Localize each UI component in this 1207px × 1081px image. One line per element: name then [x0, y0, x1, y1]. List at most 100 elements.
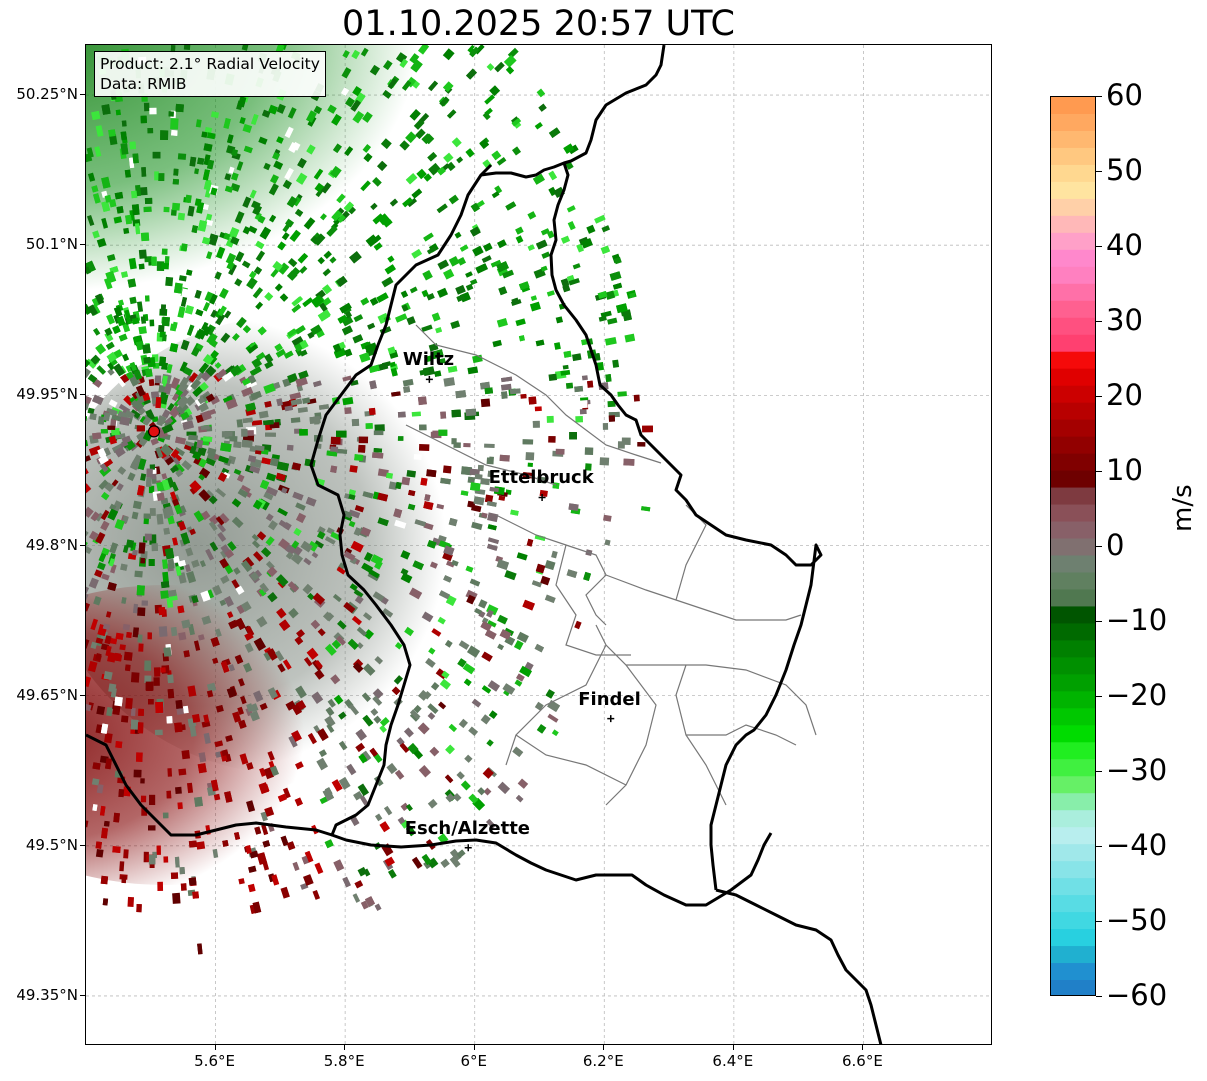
velocity-pixel: [108, 558, 115, 567]
velocity-pixel: [456, 849, 466, 859]
velocity-pixel: [421, 854, 432, 866]
velocity-pixel: [337, 214, 346, 223]
velocity-pixel: [499, 629, 512, 640]
velocity-pixel: [360, 900, 369, 910]
colorbar-swatch: [1051, 793, 1095, 811]
velocity-pixel: [168, 111, 174, 117]
velocity-pixel: [269, 214, 277, 223]
velocity-pixel: [198, 473, 206, 481]
velocity-pixel: [535, 563, 546, 574]
velocity-pixel: [155, 447, 164, 459]
velocity-pixel: [409, 53, 420, 64]
radar-site-marker: [147, 425, 161, 438]
velocity-pixel: [449, 848, 462, 862]
velocity-pixel: [167, 674, 174, 684]
velocity-pixel: [114, 191, 124, 200]
velocity-pixel: [336, 635, 346, 646]
velocity-pixel: [381, 597, 389, 605]
velocity-pixel: [341, 314, 354, 327]
velocity-pixel: [349, 465, 358, 473]
velocity-pixel: [496, 261, 509, 273]
velocity-pixel: [372, 213, 385, 225]
velocity-pixel: [397, 411, 406, 418]
velocity-pixel: [259, 582, 269, 593]
velocity-pixel: [481, 651, 493, 662]
velocity-pixel: [391, 686, 401, 696]
velocity-pixel: [332, 343, 342, 353]
velocity-pixel: [148, 825, 156, 831]
velocity-pixel: [177, 802, 183, 810]
velocity-pixel: [247, 883, 256, 893]
velocity-pixel: [496, 317, 508, 328]
velocity-pixel: [202, 169, 210, 181]
velocity-pixel: [444, 774, 454, 784]
velocity-pixel: [586, 224, 596, 234]
velocity-pixel: [522, 439, 534, 445]
velocity-pixel: [374, 424, 385, 432]
velocity-pixel: [132, 153, 139, 164]
velocity-pixel: [223, 365, 236, 378]
velocity-pixel: [99, 805, 106, 816]
velocity-pixel: [95, 653, 102, 661]
velocity-pixel: [238, 878, 245, 885]
velocity-pixel: [107, 582, 117, 592]
velocity-pixel: [439, 678, 451, 690]
velocity-pixel: [202, 325, 212, 337]
velocity-pixel: [423, 861, 431, 870]
velocity-pixel: [246, 380, 258, 389]
velocity-pixel: [210, 636, 220, 647]
velocity-pixel: [382, 89, 392, 99]
velocity-pixel: [129, 141, 137, 150]
velocity-pixel: [352, 110, 365, 124]
velocity-pixel: [477, 787, 486, 796]
velocity-pixel: [140, 115, 147, 124]
velocity-pixel: [129, 157, 135, 169]
velocity-pixel: [306, 647, 319, 660]
velocity-pixel: [114, 696, 123, 707]
velocity-pixel: [548, 186, 557, 196]
velocity-pixel: [312, 592, 326, 605]
velocity-pixel: [336, 430, 347, 438]
velocity-pixel: [177, 521, 187, 531]
velocity-pixel: [136, 425, 145, 432]
velocity-pixel: [505, 66, 515, 75]
velocity-pixel: [259, 702, 268, 711]
colorbar-swatch: [1051, 368, 1095, 387]
velocity-pixel: [413, 454, 422, 461]
velocity-pixel: [189, 726, 197, 737]
velocity-pixel: [164, 548, 175, 560]
velocity-pixel: [97, 561, 106, 571]
colorbar-swatch: [1051, 181, 1095, 200]
velocity-pixel: [267, 592, 278, 603]
velocity-pixel: [105, 611, 112, 618]
velocity-pixel: [138, 643, 144, 652]
velocity-pixel: [342, 50, 350, 58]
velocity-pixel: [362, 144, 371, 153]
colorbar-unit-label: m/s: [1168, 484, 1198, 532]
velocity-pixel: [175, 402, 189, 415]
velocity-pixel: [223, 431, 233, 437]
velocity-pixel: [147, 632, 152, 640]
velocity-pixel: [246, 430, 254, 436]
velocity-pixel: [224, 185, 234, 193]
velocity-pixel: [457, 658, 467, 668]
city-label: Ettelbruck: [488, 467, 594, 489]
velocity-pixel: [400, 572, 413, 584]
velocity-pixel: [177, 153, 187, 160]
velocity-pixel: [237, 706, 245, 715]
velocity-pixel: [174, 722, 183, 733]
velocity-pixel: [431, 628, 442, 637]
velocity-pixel: [354, 505, 365, 513]
colorbar-swatch: [1051, 810, 1095, 828]
colorbar-swatch: [1051, 317, 1095, 336]
velocity-pixel: [164, 256, 170, 266]
velocity-pixel: [338, 776, 351, 790]
velocity-pixel: [87, 660, 98, 673]
velocity-pixel: [112, 325, 121, 334]
colorbar-swatch: [1051, 759, 1095, 777]
velocity-pixel: [225, 252, 237, 265]
velocity-pixel: [112, 703, 121, 715]
velocity-pixel: [421, 611, 434, 623]
radar-map-panel: [85, 44, 992, 1045]
velocity-pixel: [223, 395, 233, 403]
